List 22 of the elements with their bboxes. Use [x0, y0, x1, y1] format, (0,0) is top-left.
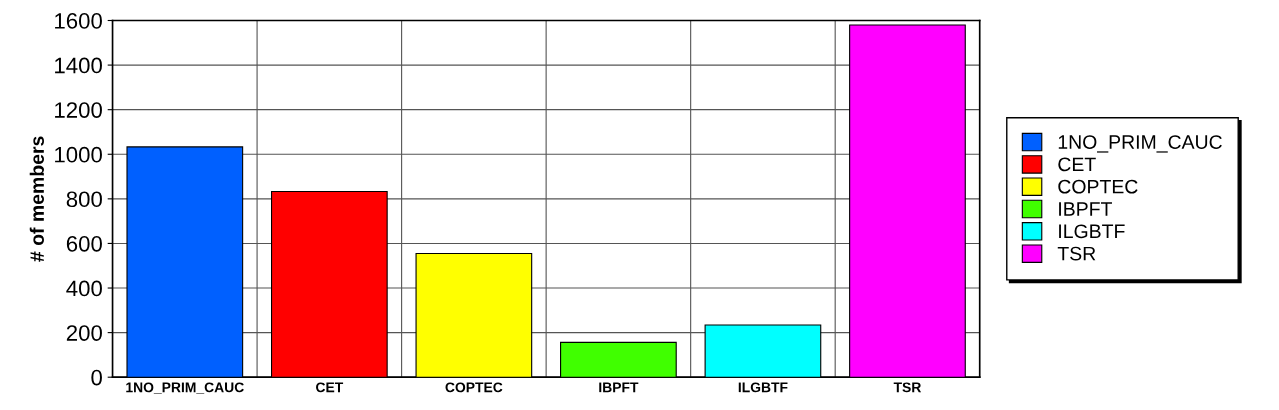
y-tick-label: 1400: [55, 57, 102, 74]
x-tick-label: 1NO_PRIM_CAUC: [126, 382, 244, 394]
legend-label: TSR: [1057, 246, 1096, 261]
y-tick-label: 600: [66, 235, 102, 252]
y-tick-label: 400: [66, 280, 102, 297]
x-tick-label: CET: [316, 382, 344, 393]
x-tick-label: IBPFT: [599, 382, 639, 393]
y-tick-label: 1600: [55, 13, 102, 29]
legend-label: 1NO_PRIM_CAUC: [1058, 135, 1222, 153]
legend-label: IBPFT: [1059, 202, 1112, 216]
legend-label: ILGBTF: [1059, 224, 1125, 239]
legend-label: CET: [1058, 157, 1096, 172]
x-tick-label: COPTEC: [445, 382, 503, 393]
y-tick-label: 1000: [55, 146, 102, 163]
y-tick-label: 1200: [55, 102, 102, 118]
y-tick-label: 200: [66, 325, 102, 341]
y-tick-label: 0: [91, 369, 102, 386]
y-axis-title: # of members: [29, 136, 44, 262]
y-tick-label: 800: [66, 191, 102, 208]
legend-label: COPTEC: [1058, 179, 1138, 194]
x-tick-label: TSR: [893, 382, 922, 393]
x-tick-label: ILGBTF: [738, 382, 788, 393]
